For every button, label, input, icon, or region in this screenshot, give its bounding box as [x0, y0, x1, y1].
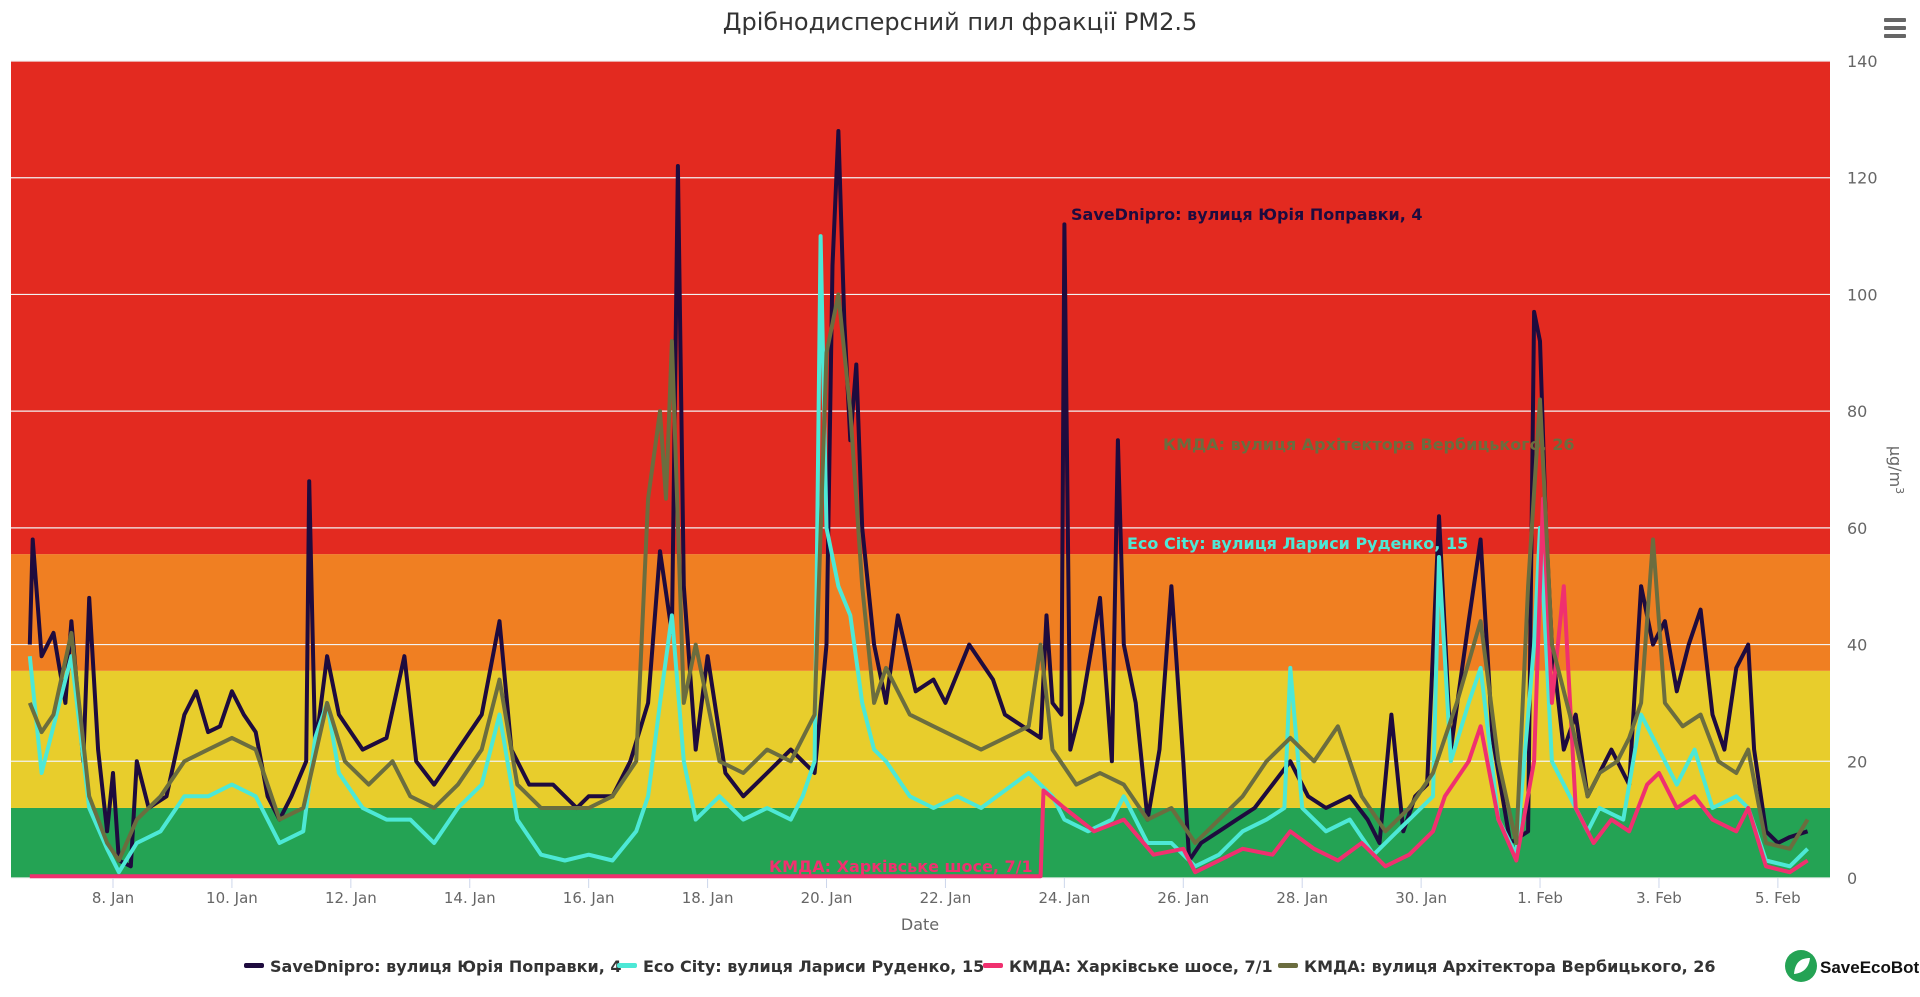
x-axis-title: Date — [901, 915, 939, 934]
logo-text: SaveEcoBot — [1820, 958, 1920, 977]
plot-bands — [11, 61, 1830, 878]
y-tick-label: 60 — [1847, 519, 1867, 538]
y-tick-label: 100 — [1847, 285, 1878, 304]
y-axis: 0 20 40 60 80 100 120 140 — [1847, 52, 1878, 888]
x-tick-label: 20. Jan — [801, 889, 853, 907]
legend-label: Eco City: вулиця Лариси Руденко, 15 — [643, 957, 984, 976]
legend-label: КМДА: Харківське шосе, 7/1 — [1009, 957, 1273, 976]
menu-button[interactable] — [1884, 18, 1906, 38]
x-tick-label: 1. Feb — [1517, 889, 1563, 907]
legend-symbol — [1278, 963, 1298, 968]
x-tick-label: 28. Jan — [1276, 889, 1328, 907]
x-tick-label: 18. Jan — [682, 889, 734, 907]
legend-label: SaveDnipro: вулиця Юрія Поправки, 4 — [270, 957, 621, 976]
legend-item-0[interactable]: SaveDnipro: вулиця Юрія Поправки, 4 — [244, 957, 621, 976]
series-line-2[interactable] — [29, 496, 1809, 879]
x-tick-label: 10. Jan — [206, 889, 258, 907]
x-tick-label: 14. Jan — [444, 889, 496, 907]
x-tick-label: 16. Jan — [563, 889, 615, 907]
y-tick-label: 40 — [1847, 636, 1867, 655]
legend-symbol — [617, 963, 637, 968]
legend-item-3[interactable]: КМДА: вулиця Архітектора Вербицького, 26 — [1278, 957, 1715, 976]
series-line-3[interactable] — [27, 292, 1810, 863]
y-tick-label: 0 — [1847, 869, 1857, 888]
x-tick-label: 30. Jan — [1395, 889, 1447, 907]
y-axis-title-sup: 3 — [1893, 487, 1906, 494]
series-line-0[interactable] — [27, 129, 1809, 869]
saveecobot-logo[interactable]: SaveEcoBot — [1785, 950, 1920, 982]
y-tick-label: 20 — [1847, 752, 1867, 771]
x-tick-label: 8. Jan — [92, 889, 134, 907]
legend-symbol — [983, 963, 1003, 968]
x-tick-label: 5. Feb — [1755, 889, 1801, 907]
hamburger-menu-icon — [1884, 18, 1906, 38]
legend-item-2[interactable]: КМДА: Харківське шосе, 7/1 — [983, 957, 1273, 976]
y-tick-label: 80 — [1847, 402, 1867, 421]
legend-symbol — [244, 963, 264, 968]
plot-band-3 — [11, 61, 1830, 555]
y-axis-title: µg/m3 — [1886, 446, 1906, 494]
legend-label: КМДА: вулиця Архітектора Вербицького, 26 — [1304, 957, 1715, 976]
x-tick-label: 24. Jan — [1038, 889, 1090, 907]
series-annotation-2: КМДА: Харківське шосе, 7/1 — [769, 857, 1033, 876]
chart-title: Дрібнодисперсний пил фракції PM2.5 — [723, 8, 1197, 36]
y-tick-label: 140 — [1847, 52, 1878, 71]
series-annotation-3: КМДА: вулиця Архітектора Вербицького, 26 — [1163, 435, 1574, 454]
series-annotations: SaveDnipro: вулиця Юрія Поправки, 4 Eco C… — [769, 205, 1574, 876]
legend: SaveDnipro: вулиця Юрія Поправки, 4 Eco C… — [244, 957, 1715, 976]
x-tick-label: 22. Jan — [920, 889, 972, 907]
x-tick-label: 3. Feb — [1636, 889, 1682, 907]
series-annotation-1: Eco City: вулиця Лариси Руденко, 15 — [1127, 534, 1468, 553]
x-axis: 8. Jan 10. Jan 12. Jan 14. Jan 16. Jan 18. Ja… — [92, 878, 1801, 907]
series-group — [27, 129, 1810, 879]
y-tick-label: 120 — [1847, 169, 1878, 188]
x-tick-label: 26. Jan — [1157, 889, 1209, 907]
y-axis-title-main: µg/m — [1886, 446, 1905, 487]
legend-item-1[interactable]: Eco City: вулиця Лариси Руденко, 15 — [617, 957, 984, 976]
series-annotation-0: SaveDnipro: вулиця Юрія Поправки, 4 — [1071, 205, 1422, 224]
x-tick-label: 12. Jan — [325, 889, 377, 907]
